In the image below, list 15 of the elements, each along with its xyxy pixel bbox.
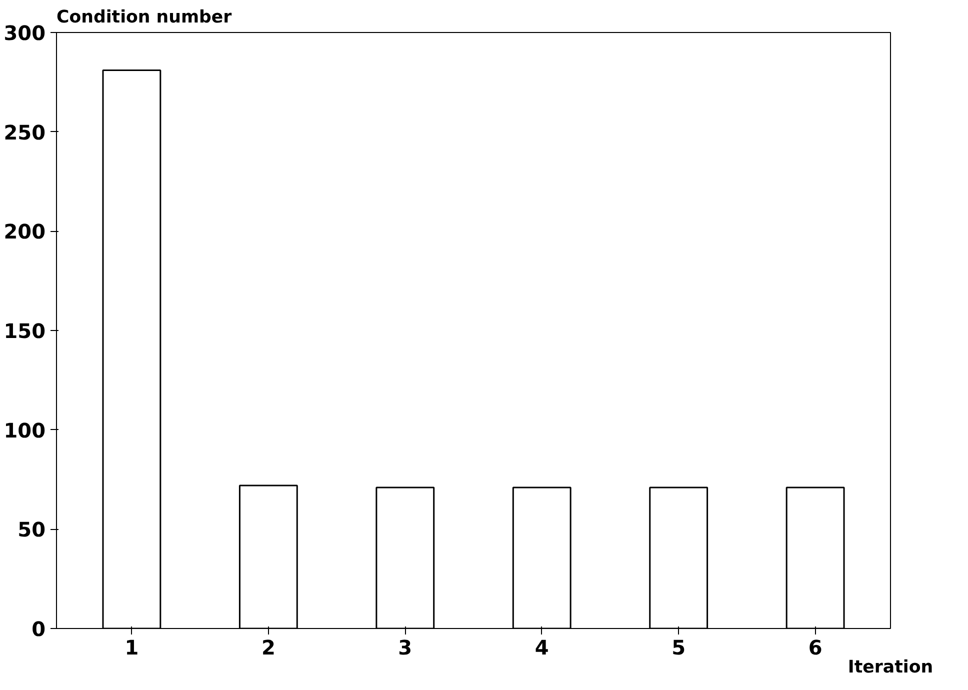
y-tick-label: 50 — [18, 518, 46, 542]
x-tick-label: 1 — [124, 636, 139, 660]
y-axis-title: Condition number — [56, 8, 232, 28]
x-tick-label: 6 — [808, 636, 822, 660]
x-axis-title: Iteration — [848, 658, 934, 678]
y-tick-label: 0 — [32, 617, 46, 641]
y-tick-label: 100 — [4, 418, 46, 442]
y-tick-label: 200 — [4, 220, 46, 244]
x-tick-label: 4 — [534, 636, 549, 660]
x-tick-label: 3 — [398, 636, 412, 660]
y-tick-label: 150 — [4, 319, 46, 343]
x-tick-label: 5 — [672, 636, 686, 660]
y-tick-label: 250 — [4, 120, 46, 144]
x-tick-label: 2 — [261, 636, 276, 660]
y-tick-label: 300 — [4, 21, 46, 45]
